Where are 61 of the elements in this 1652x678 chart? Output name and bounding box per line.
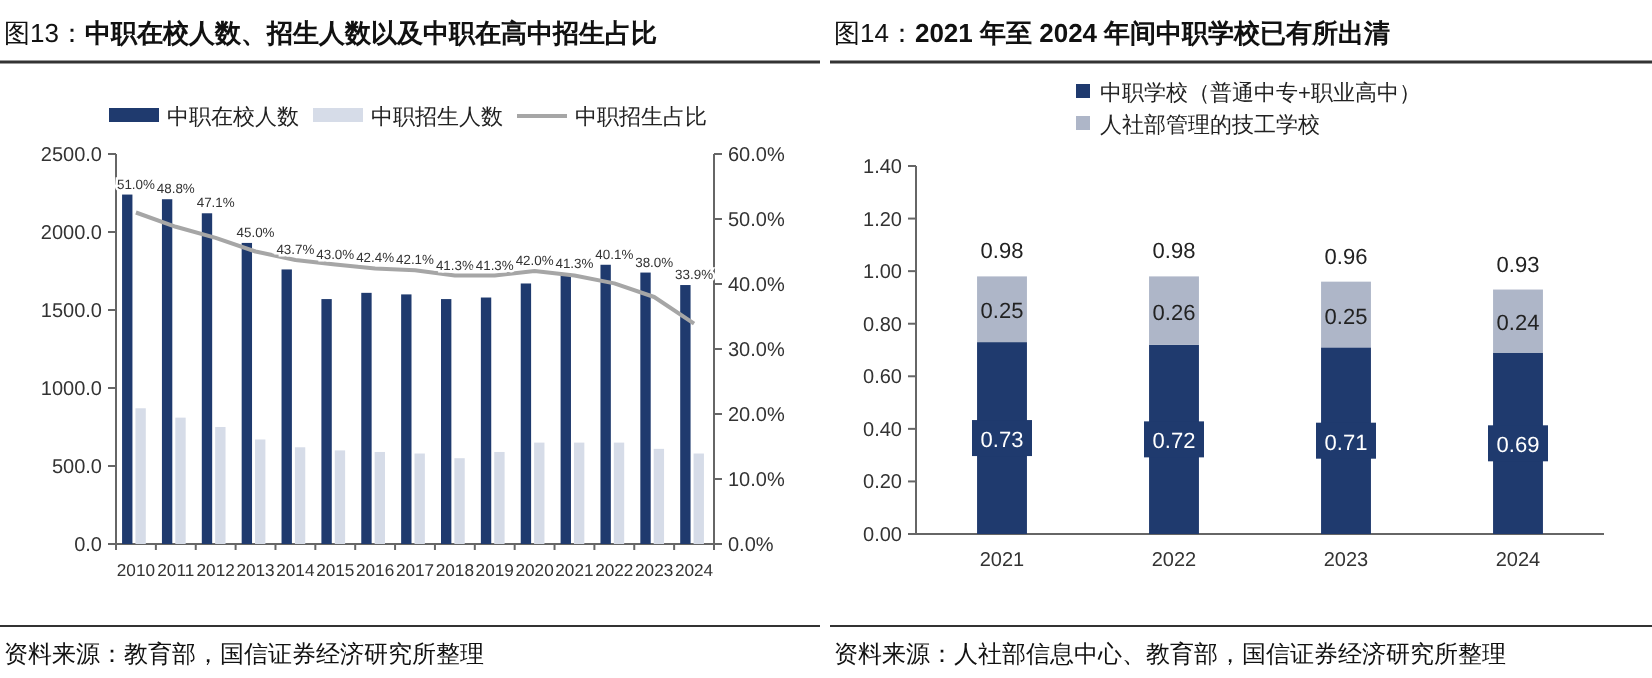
y-tick-label: 2000.0	[40, 223, 103, 245]
chart-title: 图13：中职在校人数、招生人数以及中职在高中招生占比	[4, 18, 657, 48]
y-tick-label: 1000.0	[40, 379, 103, 401]
y-tick-label: 0.20	[863, 472, 903, 495]
text: 资料来源：教育部，国信证券经济研究所整理	[4, 640, 484, 668]
x-tick-label: 2011	[157, 560, 195, 580]
x-tick-label: 2024	[1495, 550, 1542, 572]
y-tick-label: 0.0	[74, 535, 103, 557]
y-tick-label: 0.60	[863, 367, 903, 390]
x-tick-label: 2015	[316, 560, 355, 580]
x-tick-label: 2023	[1323, 550, 1370, 572]
x-tick-label: 2019	[475, 560, 515, 580]
y2-tick-label: 50.0%	[728, 210, 785, 232]
data-label: 0.26	[1152, 301, 1196, 326]
x-tick-label: 2012	[196, 560, 236, 580]
y-tick-label: 1.20	[863, 209, 903, 232]
x-tick-label: 2014	[276, 560, 315, 580]
data-label: 0.72	[1152, 430, 1196, 455]
data-label: 0.24	[1496, 312, 1540, 337]
y2-tick-label: 20.0%	[728, 405, 785, 427]
legend-label: 中职在校人数	[167, 104, 299, 130]
legend-label: 中职学校（普通中专+职业高中）	[1100, 80, 1421, 106]
y-tick-label: 2500.0	[40, 145, 103, 167]
total-label: 0.98	[980, 240, 1024, 265]
y2-tick-label: 30.0%	[728, 340, 785, 362]
x-tick-label: 2020	[515, 560, 555, 580]
y2-tick-label: 60.0%	[728, 145, 785, 167]
data-label: 0.25	[980, 300, 1024, 325]
y-tick-label: 0.80	[863, 314, 903, 337]
legend-label: 中职招生占比	[575, 104, 707, 130]
x-tick-label: 2018	[435, 560, 475, 580]
x-tick-label: 2021	[555, 560, 595, 580]
x-tick-label: 2022	[1151, 550, 1198, 572]
x-tick-label: 2021	[979, 550, 1026, 572]
y-tick-label: 1.00	[863, 262, 903, 285]
total-label: 0.96	[1324, 245, 1368, 270]
chart-title: 图14：2021 年至 2024 年间中职学校已有所出清	[834, 18, 1391, 48]
text: 资料来源：人社部信息中心、教育部，国信证券经济研究所整理	[834, 640, 1506, 668]
x-tick-label: 2016	[356, 560, 395, 580]
x-tick-label: 2023	[635, 560, 674, 580]
x-tick-label: 2024	[674, 560, 714, 580]
x-tick-label: 2017	[395, 560, 435, 580]
y-tick-label: 0.40	[863, 419, 903, 442]
y-tick-label: 0.00	[863, 525, 903, 547]
y2-tick-label: 10.0%	[728, 470, 785, 492]
legend-label: 中职招生人数	[371, 104, 503, 130]
data-label: 0.25	[1324, 305, 1368, 330]
x-tick-label: 2022	[595, 560, 634, 580]
data-label: 0.73	[980, 429, 1024, 454]
data-label: 0.71	[1324, 431, 1368, 456]
y-tick-label: 1500.0	[40, 301, 103, 323]
legend-label: 人社部管理的技工学校	[1100, 112, 1320, 138]
data-label: 0.69	[1496, 434, 1540, 459]
y-tick-label: 500.0	[51, 457, 103, 479]
y2-tick-label: 40.0%	[728, 275, 785, 297]
y2-tick-label: 0.0%	[728, 535, 774, 557]
x-tick-label: 2013	[236, 560, 276, 580]
total-label: 0.93	[1496, 253, 1540, 278]
x-tick-label: 2010	[116, 560, 156, 580]
y-tick-label: 1.40	[863, 157, 903, 179]
total-label: 0.98	[1152, 240, 1196, 265]
